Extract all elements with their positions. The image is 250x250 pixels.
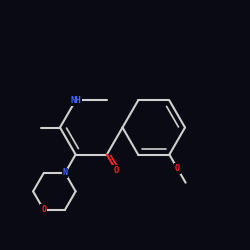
Text: O: O (113, 166, 118, 175)
Text: N: N (62, 168, 68, 177)
Text: O: O (41, 205, 46, 214)
Text: NH: NH (70, 96, 81, 105)
Text: O: O (175, 164, 180, 173)
